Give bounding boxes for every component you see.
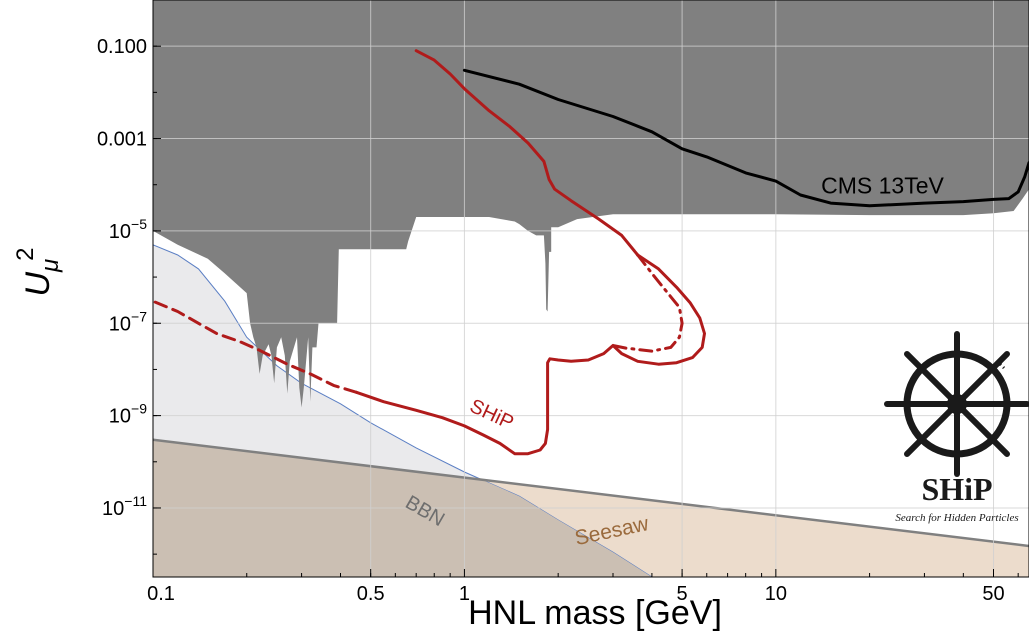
series-ship-dashdot	[611, 253, 684, 353]
region-bbn-border	[153, 244, 653, 577]
x-tick-label-5: 5	[677, 583, 688, 605]
y-tick-label: 10−7	[109, 308, 147, 335]
label-ship: SHiP	[466, 395, 517, 434]
x-axis-title: HNL mass [GeV]	[468, 594, 722, 632]
y-tick-label: 0.100	[97, 36, 147, 58]
logo-tagline: Search for Hidden Particles	[895, 512, 1018, 524]
region-seesaw-border	[153, 438, 1029, 548]
y-tick-label: 0.001	[97, 129, 147, 151]
series-ship	[414, 49, 640, 257]
y-tick-label: 10−9	[109, 401, 147, 428]
y-axis-title-main: U	[19, 272, 57, 297]
y-tick-label: 10−5	[109, 216, 147, 243]
series-cms-13tev	[462, 68, 1029, 208]
regions-layer	[153, 0, 1029, 577]
x-tick-label-10: 10	[765, 583, 787, 605]
region-excluded	[153, 0, 1029, 408]
ship-wheel-icon	[884, 331, 1029, 477]
y-tick-label: 10−11	[102, 493, 147, 520]
series-layer	[153, 49, 1029, 456]
ship-logo: SHiP Search for Hidden Particles	[884, 331, 1029, 524]
ticks-layer: 0.1 0.5 1 5 10 50 0.100 0.001 10−5 10−7 10−9 10−11	[97, 0, 1019, 605]
x-tick-label-0-5: 0.5	[357, 583, 385, 605]
series-ship-dashed	[153, 299, 358, 394]
y-axis-title-sup: 2	[12, 247, 39, 260]
y-axis-title: Uμ2	[12, 247, 64, 296]
svg-text:Uμ2: Uμ2	[12, 247, 64, 296]
series-ship-outer	[354, 253, 706, 456]
x-tick-label-1: 1	[459, 583, 470, 605]
x-tick-label-50: 50	[982, 583, 1004, 605]
logo-title: SHiP	[921, 471, 992, 507]
plot-frame	[152, 0, 1029, 578]
region-bbn-seesaw-overlap	[153, 439, 652, 577]
y-axis-title-sub: μ	[37, 259, 64, 273]
grid-layer	[153, 0, 1029, 577]
x-tick-label-0-1: 0.1	[147, 583, 175, 605]
label-cms-13tev: CMS 13TeV	[821, 172, 944, 198]
